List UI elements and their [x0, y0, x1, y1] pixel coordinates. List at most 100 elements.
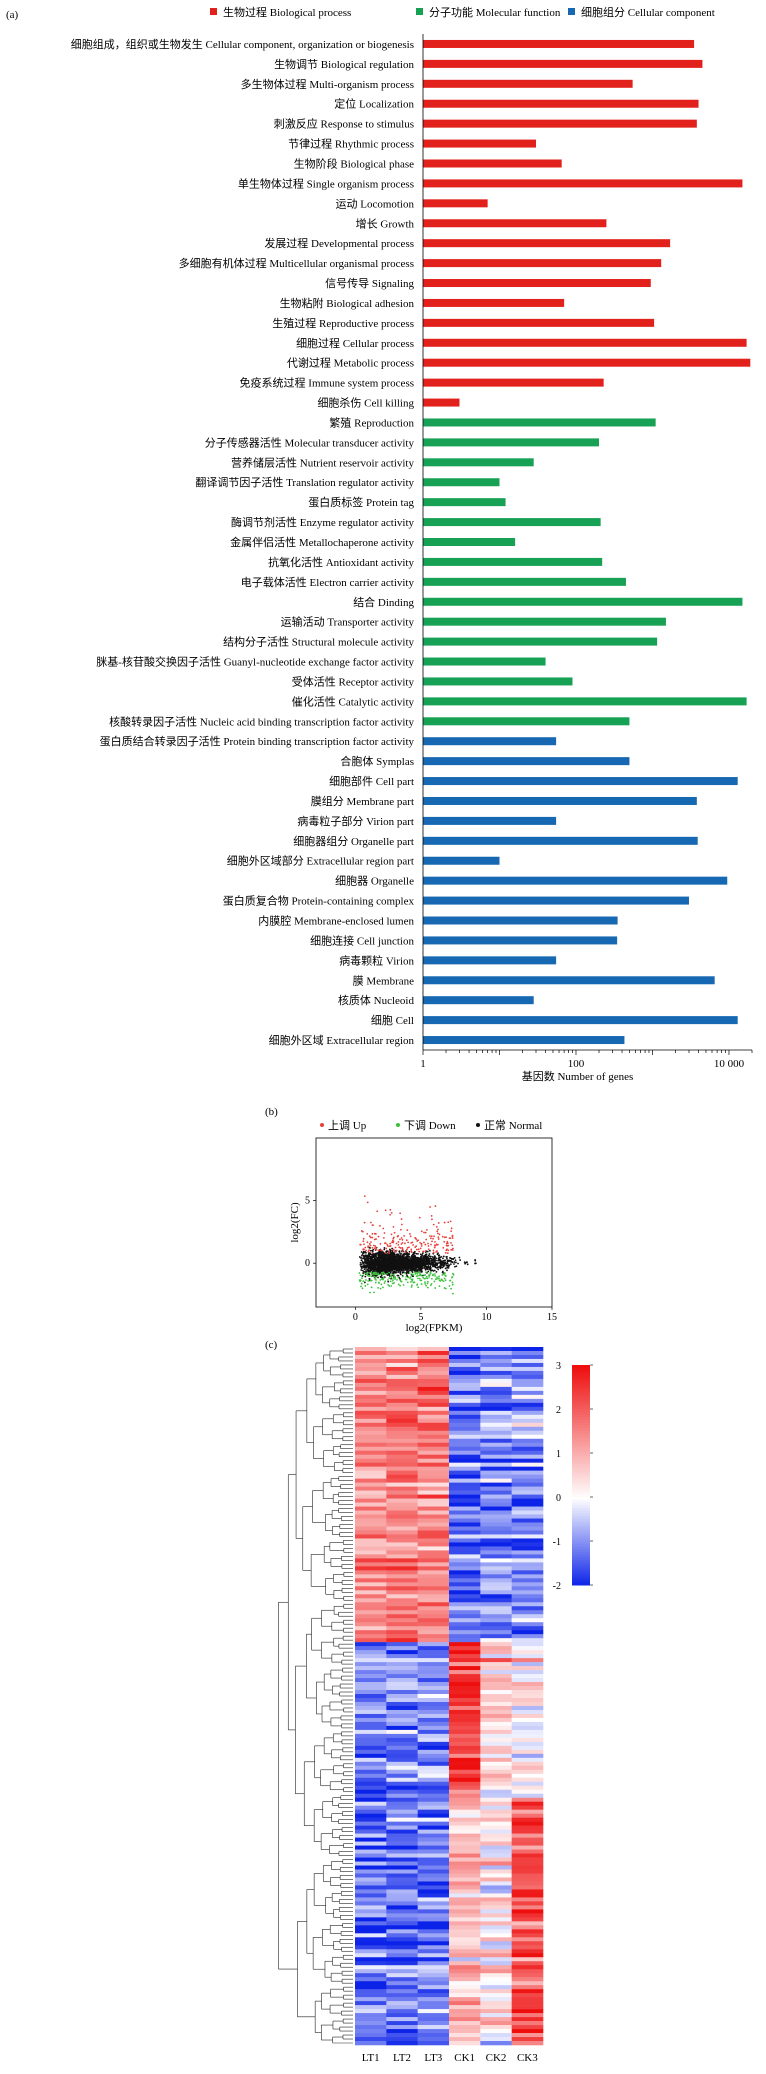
normal-point — [391, 1255, 394, 1258]
heatmap-cell — [386, 1909, 418, 1914]
heatmap-cell — [449, 1566, 481, 1571]
normal-point — [378, 1251, 381, 1254]
heatmap-cell — [386, 2001, 418, 2006]
color-scale-segment — [572, 1425, 590, 1429]
heatmap-cell — [355, 1690, 387, 1695]
up-point — [364, 1246, 367, 1249]
normal-point — [366, 1268, 369, 1271]
up-point — [436, 1230, 439, 1233]
heatmap-cell — [386, 1889, 418, 1894]
color-scale-segment — [572, 1546, 590, 1550]
heatmap-cell — [386, 1921, 418, 1926]
heatmap-cell — [480, 1458, 512, 1463]
normal-point — [415, 1260, 418, 1263]
up-point — [392, 1236, 395, 1239]
down-point — [390, 1285, 393, 1287]
color-scale-segment — [572, 1450, 590, 1454]
heatmap-cell — [480, 1873, 512, 1878]
heatmap-cell — [449, 1594, 481, 1599]
heatmap-cell — [511, 1522, 544, 1527]
gene-points — [358, 1195, 477, 1295]
heatmap-cell — [480, 1821, 512, 1826]
heatmap-cell — [449, 1837, 481, 1842]
heatmap-cell — [511, 2009, 544, 2014]
heatmap-cell — [386, 1893, 418, 1898]
heatmap-cell — [449, 1761, 481, 1767]
color-scale-segment — [572, 1453, 590, 1457]
heatmap-cell — [386, 1510, 418, 1515]
heatmap-cell — [511, 1462, 544, 1467]
heatmap-cell — [511, 1442, 544, 1448]
up-point — [382, 1236, 385, 1239]
heatmap-cell — [480, 1849, 512, 1854]
heatmap-cell — [511, 1841, 544, 1846]
normal-point — [400, 1252, 403, 1255]
heatmap-cell — [355, 1865, 387, 1870]
down-point — [448, 1285, 451, 1287]
up-point — [410, 1251, 413, 1254]
heatmap-cell — [386, 1845, 418, 1850]
normal-point — [444, 1267, 447, 1270]
heatmap-cell — [511, 1638, 544, 1643]
color-scale-segment — [572, 1472, 590, 1476]
normal-point — [369, 1262, 372, 1265]
normal-point — [453, 1256, 456, 1259]
color-scale-segment — [572, 1411, 590, 1415]
heatmap-cell — [511, 1538, 544, 1543]
color-scale-segment — [572, 1519, 590, 1523]
heatmap-cell — [480, 1490, 512, 1495]
down-point — [433, 1280, 436, 1283]
heatmap-cell — [386, 1857, 418, 1862]
heatmap-cell — [386, 2037, 418, 2042]
up-point — [399, 1212, 402, 1215]
heatmap-cell — [511, 1925, 544, 1930]
up-point — [379, 1249, 382, 1251]
color-scale-segment — [572, 1538, 590, 1542]
heatmap-cell — [355, 1366, 387, 1372]
category-label: 生殖过程 Reproductive process — [272, 316, 414, 330]
normal-point — [367, 1261, 370, 1264]
heatmap-cell — [417, 1626, 450, 1631]
down-point — [409, 1280, 412, 1283]
bar — [423, 557, 603, 566]
color-scale-label: 3 — [556, 1361, 561, 1372]
normal-point — [397, 1267, 400, 1270]
normal-point — [439, 1260, 442, 1263]
heatmap-cell — [511, 2001, 544, 2006]
down-point — [394, 1278, 396, 1280]
heatmap-cell — [511, 1622, 544, 1627]
heatmap-cell — [386, 1362, 418, 1368]
down-point — [365, 1279, 367, 1281]
heatmap-cell — [449, 1965, 481, 1970]
heatmap-cell — [449, 1570, 481, 1575]
heatmap-cell — [386, 1378, 418, 1384]
column-label: CK1 — [454, 2052, 475, 2064]
heatmap-cell — [480, 1570, 512, 1575]
bar — [423, 796, 697, 805]
normal-point — [420, 1260, 423, 1263]
down-point — [417, 1277, 419, 1280]
heatmap-cell — [386, 1877, 418, 1882]
down-point — [399, 1284, 401, 1287]
up-point — [381, 1249, 383, 1252]
normal-point — [382, 1264, 385, 1266]
normal-point — [466, 1263, 469, 1266]
normal-point — [432, 1257, 435, 1260]
heatmap-cell — [355, 1474, 387, 1479]
normal-point — [391, 1269, 394, 1272]
heatmap-cell — [449, 1374, 481, 1380]
normal-point — [378, 1271, 381, 1274]
down-point — [360, 1285, 362, 1288]
heatmap-cell — [355, 1701, 387, 1707]
up-point — [389, 1208, 392, 1211]
heatmap-cell — [511, 1753, 544, 1759]
normal-point — [403, 1253, 406, 1256]
heatmap-cell — [511, 1422, 544, 1428]
down-point — [405, 1275, 408, 1278]
normal-point — [445, 1262, 448, 1265]
heatmap-cell — [417, 1949, 450, 1954]
heatmap-cell — [417, 1682, 450, 1687]
color-scale-segment — [572, 1579, 590, 1583]
up-point — [432, 1237, 434, 1240]
up-point — [449, 1237, 452, 1240]
